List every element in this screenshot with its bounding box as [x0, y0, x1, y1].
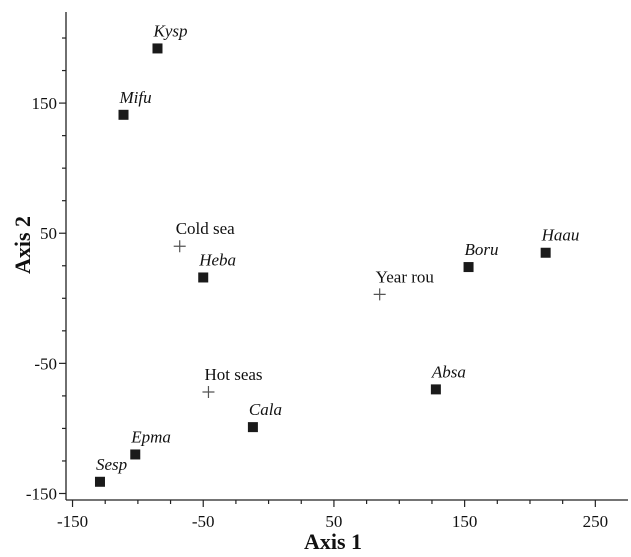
- env-label-hot-seas: Hot seas: [204, 365, 262, 384]
- y-tick-label: -150: [26, 484, 57, 503]
- species-point-heba: [198, 272, 209, 283]
- species-point-epma: [130, 449, 141, 460]
- env-point-hot-seas: [202, 385, 215, 398]
- species-point-absa: [430, 384, 441, 395]
- species-label-kysp: Kysp: [152, 21, 187, 40]
- species-point-mifu: [118, 109, 129, 120]
- x-tick-label: 250: [583, 512, 609, 531]
- species-label-absa: Absa: [431, 362, 466, 381]
- species-label-cala: Cala: [249, 400, 282, 419]
- species-label-epma: Epma: [130, 427, 171, 446]
- env-point-cold-sea: [173, 240, 186, 253]
- axes: [65, 12, 628, 501]
- species-label-sesp: Sesp: [96, 455, 127, 474]
- y-tick-label: 50: [40, 224, 57, 243]
- species-point-sesp: [94, 476, 105, 487]
- x-tick-label: -50: [192, 512, 215, 531]
- x-tick-label: 150: [452, 512, 478, 531]
- env-label-cold-sea: Cold sea: [176, 219, 235, 238]
- species-label-mifu: Mifu: [119, 88, 152, 107]
- x-tick-label: -150: [57, 512, 88, 531]
- species-point-haau: [540, 247, 551, 258]
- y-tick-label: 150: [32, 94, 58, 113]
- species-point-kysp: [152, 43, 163, 54]
- x-axis-title: Axis 1: [304, 529, 362, 554]
- env-label-year-rou: Year rou: [376, 267, 435, 286]
- species-point-boru: [463, 262, 474, 273]
- species-label-heba: Heba: [198, 250, 236, 269]
- species-label-haau: Haau: [541, 226, 580, 245]
- y-axis-title: Axis 2: [10, 216, 35, 274]
- species-label-boru: Boru: [465, 240, 499, 259]
- ticks: -150 -50 50 150 250 150 50 -50 -150: [26, 37, 609, 531]
- y-tick-label: -50: [34, 354, 57, 373]
- species-point-cala: [247, 422, 258, 433]
- env-point-year-rou: [373, 288, 386, 301]
- x-tick-label: 50: [325, 512, 342, 531]
